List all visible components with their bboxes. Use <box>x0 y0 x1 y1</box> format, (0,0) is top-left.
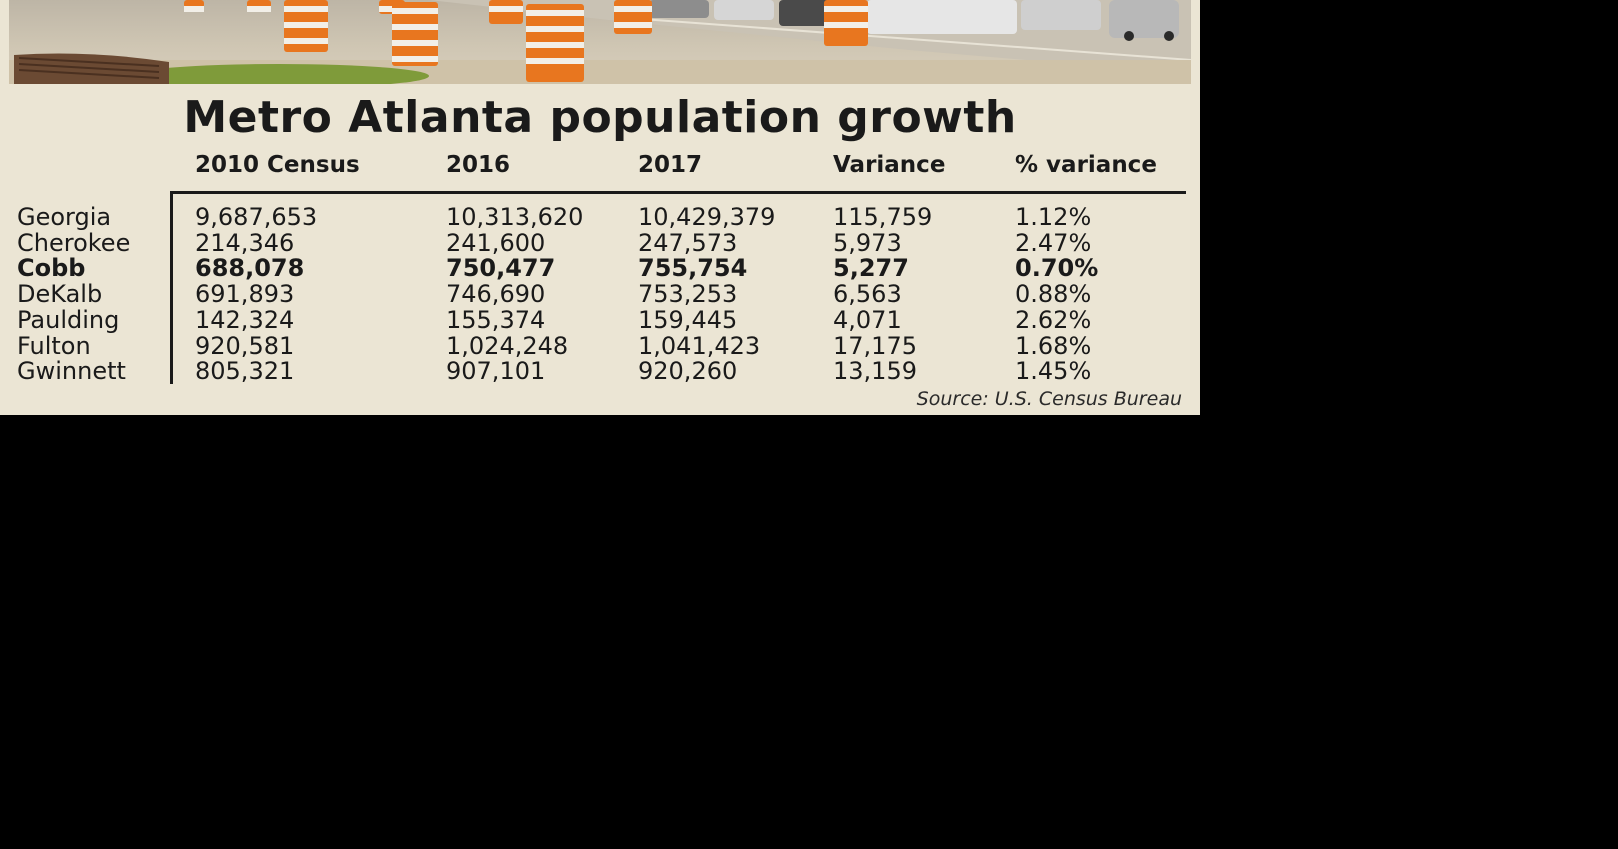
photo-illustration <box>9 0 1191 84</box>
row-label: DeKalb <box>17 280 103 309</box>
table-cell: 247,573 <box>638 228 738 257</box>
table-cell: 1,041,423 <box>638 331 761 360</box>
table-cell: 10,313,620 <box>446 203 584 231</box>
table-cell: 241,600 <box>446 228 546 257</box>
table-cell: 750,477 <box>446 254 556 283</box>
column-header-2017: 2017 <box>638 152 703 178</box>
column-header-variance: Variance <box>833 152 946 178</box>
row-label: Fulton <box>17 331 91 360</box>
table-cell: 1,024,248 <box>446 331 569 360</box>
table-cell: 10,429,379 <box>638 203 776 231</box>
traffic-barrel <box>824 0 868 46</box>
table-row: Fulton 920,581 1,024,248 1,041,423 17,175 1.6… <box>0 333 1200 359</box>
row-label: Georgia <box>17 203 112 231</box>
row-label: Gwinnett <box>17 357 126 386</box>
table-cell: 688,078 <box>195 254 305 283</box>
row-label: Cobb <box>17 254 86 283</box>
traffic-barrel <box>526 4 584 82</box>
table-cell: 9,687,653 <box>195 203 318 231</box>
table-cell: 920,260 <box>638 357 738 386</box>
table-cell: 691,893 <box>195 280 295 309</box>
table-cell: 159,445 <box>638 305 738 334</box>
table-cell: 907,101 <box>446 357 546 386</box>
table-cell: 746,690 <box>446 280 546 309</box>
table-cell: 753,253 <box>638 280 738 309</box>
table-cell: 4,071 <box>833 305 902 334</box>
table-cell: 155,374 <box>446 305 546 334</box>
road-construction-photo <box>9 0 1191 84</box>
table-cell: 142,324 <box>195 305 295 334</box>
table-cell: 805,321 <box>195 357 295 386</box>
table-cell: 0.70% <box>1015 254 1099 283</box>
table-row: Cherokee 214,346 241,600 247,573 5,973 2.47% <box>0 230 1200 256</box>
table-cell: 5,973 <box>833 228 902 257</box>
table-cell: 115,759 <box>833 203 933 231</box>
column-header-2010: 2010 Census <box>195 152 360 178</box>
table-cell: 17,175 <box>833 331 917 360</box>
table-cell: 1.68% <box>1015 331 1092 360</box>
traffic-barrel <box>284 0 328 52</box>
header-rule <box>170 191 1186 194</box>
table-cell: 1.12% <box>1015 203 1092 231</box>
row-label: Paulding <box>17 305 120 334</box>
traffic-barrel <box>184 0 204 12</box>
table-cell: 920,581 <box>195 331 295 360</box>
table-cell: 755,754 <box>638 254 748 283</box>
table-cell: 6,563 <box>833 280 902 309</box>
table-cell: 214,346 <box>195 228 295 257</box>
table-cell: 5,277 <box>833 254 909 283</box>
table-row: DeKalb 691,893 746,690 753,253 6,563 0.88% <box>0 281 1200 307</box>
source-note: Source: U.S. Census Bureau <box>916 388 1182 410</box>
table-row: Paulding 142,324 155,374 159,445 4,071 2.62% <box>0 307 1200 333</box>
table-cell: 2.62% <box>1015 305 1092 334</box>
traffic-barrel <box>489 0 523 24</box>
traffic-barrel <box>392 2 438 66</box>
infographic-panel: Metro Atlanta population growth 2010 Cen… <box>0 0 1200 415</box>
table-cell: 2.47% <box>1015 228 1092 257</box>
column-header-2016: 2016 <box>446 152 511 178</box>
traffic-barrel <box>614 0 652 34</box>
table-cell: 13,159 <box>833 357 917 386</box>
traffic-barrel <box>247 0 271 12</box>
table-cell: 1.45% <box>1015 357 1092 386</box>
table-row: Gwinnett 805,321 907,101 920,260 13,159 1.45% <box>0 358 1200 384</box>
chart-title: Metro Atlanta population growth <box>183 92 1017 143</box>
table-cell: 0.88% <box>1015 280 1092 309</box>
table-row: Georgia 9,687,653 10,313,620 10,429,379 115,… <box>0 204 1200 230</box>
row-label: Cherokee <box>17 228 131 257</box>
table-row: Cobb 688,078 750,477 755,754 5,277 0.70% <box>0 255 1200 281</box>
label-rule <box>170 191 173 384</box>
column-header-percent-variance: % variance <box>1015 152 1157 178</box>
